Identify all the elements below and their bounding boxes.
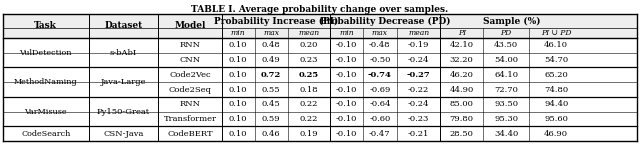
Text: 64.10: 64.10 <box>494 71 518 79</box>
Text: 0.10: 0.10 <box>229 71 248 79</box>
Text: -0.48: -0.48 <box>369 41 391 49</box>
Text: 34.40: 34.40 <box>494 130 518 138</box>
Text: 95.60: 95.60 <box>544 115 568 123</box>
Text: 43.50: 43.50 <box>494 41 518 49</box>
Text: 0.46: 0.46 <box>262 130 280 138</box>
Text: s-bAbI: s-bAbI <box>110 49 137 57</box>
Text: CodeSearch: CodeSearch <box>21 130 70 138</box>
Text: 0.25: 0.25 <box>299 71 319 79</box>
Text: RNN: RNN <box>180 41 200 49</box>
Text: Probability Decrease (PD): Probability Decrease (PD) <box>320 16 451 26</box>
Text: -0.24: -0.24 <box>408 100 429 108</box>
Text: mean: mean <box>298 29 319 37</box>
Text: -0.10: -0.10 <box>336 115 357 123</box>
Text: 0.18: 0.18 <box>300 86 318 93</box>
Text: 95.30: 95.30 <box>494 115 518 123</box>
Text: -0.21: -0.21 <box>408 130 429 138</box>
Text: 0.22: 0.22 <box>300 115 318 123</box>
Text: Code2Seq: Code2Seq <box>168 86 212 93</box>
Text: 46.10: 46.10 <box>544 41 568 49</box>
Bar <box>3 14 637 38</box>
Text: 44.90: 44.90 <box>449 86 474 93</box>
Text: -0.10: -0.10 <box>336 100 357 108</box>
Text: 0.59: 0.59 <box>262 115 280 123</box>
Text: VulDetection: VulDetection <box>20 49 72 57</box>
Text: RNN: RNN <box>180 100 200 108</box>
Text: 0.72: 0.72 <box>261 71 282 79</box>
Text: -0.19: -0.19 <box>408 41 429 49</box>
Text: 46.20: 46.20 <box>450 71 474 79</box>
Text: -0.47: -0.47 <box>369 130 391 138</box>
Text: max: max <box>372 29 388 37</box>
Text: 0.10: 0.10 <box>229 41 248 49</box>
Text: MethodNaming: MethodNaming <box>14 78 77 86</box>
Text: 0.48: 0.48 <box>262 41 280 49</box>
Text: -0.27: -0.27 <box>406 71 431 79</box>
Text: -0.50: -0.50 <box>369 56 390 64</box>
Text: -0.64: -0.64 <box>369 100 390 108</box>
Text: 0.19: 0.19 <box>300 130 318 138</box>
Text: -0.10: -0.10 <box>336 41 357 49</box>
Text: 54.70: 54.70 <box>544 56 568 64</box>
Text: 28.50: 28.50 <box>450 130 474 138</box>
Text: 54.00: 54.00 <box>494 56 518 64</box>
Text: mean: mean <box>408 29 429 37</box>
Text: PD: PD <box>500 29 512 37</box>
Text: -0.24: -0.24 <box>408 56 429 64</box>
Text: 42.10: 42.10 <box>450 41 474 49</box>
Text: CodeBERT: CodeBERT <box>167 130 213 138</box>
Text: 65.20: 65.20 <box>544 71 568 79</box>
Text: 85.00: 85.00 <box>450 100 474 108</box>
Text: Transformer: Transformer <box>164 115 216 123</box>
Text: Code2Vec: Code2Vec <box>169 71 211 79</box>
Text: 72.70: 72.70 <box>494 86 518 93</box>
Text: PI: PI <box>458 29 466 37</box>
Text: Dataset: Dataset <box>104 21 143 31</box>
Text: 0.10: 0.10 <box>229 130 248 138</box>
Text: 0.10: 0.10 <box>229 56 248 64</box>
Text: 0.45: 0.45 <box>262 100 280 108</box>
Text: -0.69: -0.69 <box>369 86 390 93</box>
Text: -0.10: -0.10 <box>336 86 357 93</box>
Text: 0.10: 0.10 <box>229 86 248 93</box>
Text: -0.10: -0.10 <box>336 56 357 64</box>
Text: Model: Model <box>174 21 205 31</box>
Text: VarMisuse: VarMisuse <box>24 108 67 116</box>
Text: PI ∪ PD: PI ∪ PD <box>541 29 572 37</box>
Text: min: min <box>231 29 246 37</box>
Text: 79.80: 79.80 <box>450 115 474 123</box>
Text: Sample (%): Sample (%) <box>483 16 541 26</box>
Text: -0.10: -0.10 <box>336 71 357 79</box>
Text: CNN: CNN <box>179 56 200 64</box>
Text: 0.20: 0.20 <box>300 41 318 49</box>
Text: -0.74: -0.74 <box>368 71 392 79</box>
Text: TABLE I. Average probability change over samples.: TABLE I. Average probability change over… <box>191 5 449 14</box>
Text: 0.23: 0.23 <box>300 56 318 64</box>
Text: 0.55: 0.55 <box>262 86 280 93</box>
Text: Py150-Great: Py150-Great <box>97 108 150 116</box>
Text: Probability Increase (PI): Probability Increase (PI) <box>214 16 338 26</box>
Text: 46.90: 46.90 <box>544 130 568 138</box>
Text: Java-Large: Java-Large <box>100 78 146 86</box>
Text: Task: Task <box>35 21 57 31</box>
Text: 74.80: 74.80 <box>544 86 568 93</box>
Text: min: min <box>339 29 354 37</box>
Text: -0.23: -0.23 <box>408 115 429 123</box>
Text: -0.60: -0.60 <box>369 115 390 123</box>
Text: CSN-Java: CSN-Java <box>103 130 143 138</box>
Text: 0.22: 0.22 <box>300 100 318 108</box>
Text: 32.20: 32.20 <box>450 56 474 64</box>
Text: 0.10: 0.10 <box>229 100 248 108</box>
Text: -0.10: -0.10 <box>336 130 357 138</box>
Text: 93.50: 93.50 <box>494 100 518 108</box>
Text: 94.40: 94.40 <box>544 100 568 108</box>
Text: max: max <box>263 29 279 37</box>
Text: -0.22: -0.22 <box>408 86 429 93</box>
Text: 0.10: 0.10 <box>229 115 248 123</box>
Text: 0.49: 0.49 <box>262 56 280 64</box>
